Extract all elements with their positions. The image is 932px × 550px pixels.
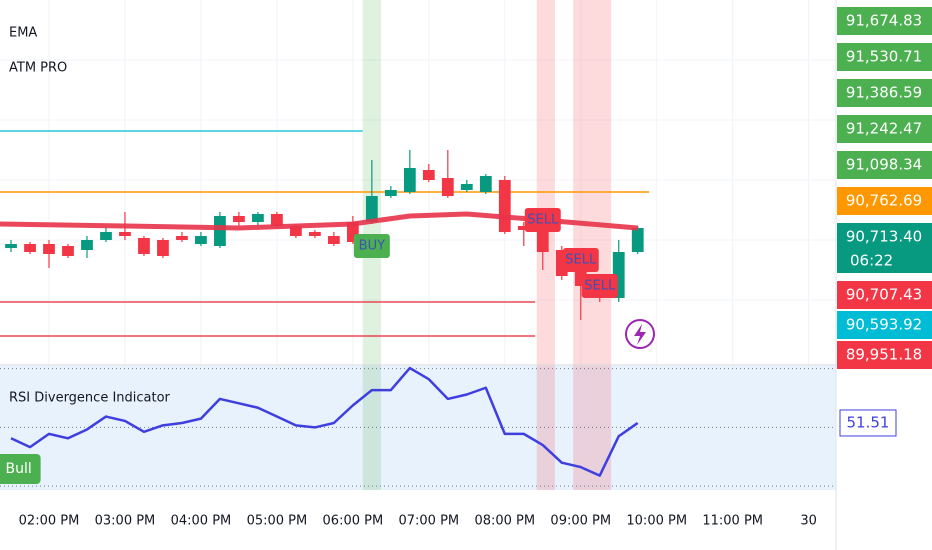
candle-body [43,244,55,254]
x-tick-label: 30 [800,514,817,529]
x-tick-label: 02:00 PM [19,514,80,529]
countdown-label: 06:22 [850,252,893,270]
price-label: 91,386.59 [846,84,922,102]
candle-body [62,246,74,256]
candle-body [346,222,359,242]
signal-label: SELL [565,253,597,268]
price-label: 91,242.47 [846,120,922,138]
candle-body [119,232,131,236]
signal-label: Bull [5,461,31,477]
candle-body [289,226,302,236]
price-label: 91,674.83 [846,12,922,30]
signal-badge [562,248,599,272]
alert-icon [625,319,655,349]
candle-body [327,236,340,244]
candle-body [100,232,112,240]
price-badge [837,115,932,143]
price-label: 91,530.71 [846,48,922,66]
price-label: 91,098.34 [846,156,922,174]
candle-body [441,178,454,196]
value-badge [839,409,897,437]
price-label: 90,713.40 [846,228,922,246]
candle-body [81,240,93,250]
candle-body [176,236,188,240]
candle-body [5,244,17,248]
candle-body [157,240,169,256]
candle-body [574,272,587,286]
candle-body [233,216,245,222]
price-badge [837,7,932,35]
value-label: 51.51 [847,413,890,431]
signal-badge [0,454,41,484]
candle-body [422,170,435,180]
price-badge [837,281,932,309]
highlight-band [573,0,612,490]
candle-body [403,168,416,192]
x-tick-label: 10:00 PM [626,514,687,529]
candle-body [214,216,226,246]
candle-body [460,184,473,190]
indicator-name: EMA [9,26,37,41]
signal-label: BUY [359,239,385,254]
price-label: 90,707.43 [846,286,922,304]
signal-badge [524,208,561,232]
signal-badge [353,234,390,258]
candle-body [517,226,530,230]
candle-body [138,238,150,254]
candle-body [536,228,549,252]
signal-label: SELL [527,213,559,228]
candle-body [384,190,397,196]
x-tick-label: 04:00 PM [171,514,232,529]
candle-body [271,214,283,226]
price-label: 90,762.69 [846,192,922,210]
candle-body [365,196,378,222]
x-tick-label: 08:00 PM [474,514,535,529]
x-tick-label: 07:00 PM [398,514,459,529]
candle-body [631,228,644,252]
candle-body [555,250,568,276]
signal-label: SELL [584,279,616,294]
candle-body [498,180,511,232]
x-tick-label: 03:00 PM [95,514,156,529]
signal-badge [581,274,618,298]
price-label: 89,951.18 [846,346,922,364]
price-badge [837,79,932,107]
price-badge [837,311,932,339]
candle-body [24,244,36,252]
rsi-pane [0,366,836,490]
candle-body [479,176,492,192]
price-label: 90,593.92 [846,316,922,334]
pane-title: RSI Divergence Indicator [9,391,171,406]
candle-body [252,214,264,222]
price-badge [837,341,932,369]
price-badge [837,223,932,273]
candle-body [612,252,625,298]
x-tick-label: 09:00 PM [550,514,611,529]
price-badge [837,187,932,215]
price-badge [837,151,932,179]
x-tick-label: 11:00 PM [702,514,763,529]
indicator-name: ATM PRO [9,61,67,76]
rsi-line [10,366,639,477]
price-badge [837,43,932,71]
x-tick-label: 06:00 PM [323,514,384,529]
candle-body [195,236,207,244]
x-tick-label: 05:00 PM [247,514,308,529]
candle-body [308,232,321,236]
